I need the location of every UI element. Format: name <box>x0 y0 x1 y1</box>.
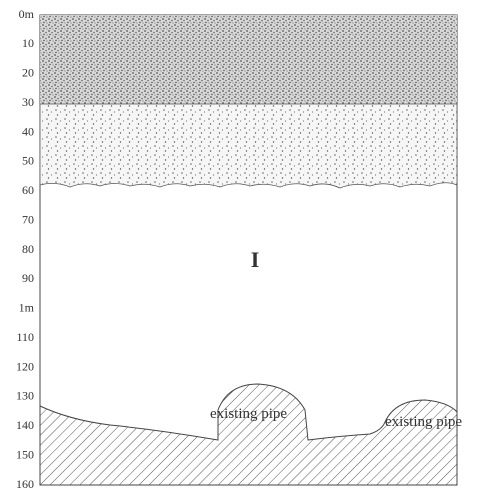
sand-layer <box>39 103 458 189</box>
depth-label: 60 <box>22 183 34 197</box>
depth-label: 0m <box>19 7 35 21</box>
depth-label: 110 <box>16 330 34 344</box>
depth-label: 40 <box>22 124 34 138</box>
annotation: existing pipe <box>210 406 287 422</box>
depth-label: 50 <box>22 154 34 168</box>
depth-label: 130 <box>16 389 34 403</box>
depth-label: 80 <box>22 242 34 256</box>
depth-label: 150 <box>16 447 34 461</box>
depth-label: 120 <box>16 359 34 373</box>
zone-label: I <box>251 247 260 272</box>
depth-label: 90 <box>22 271 34 285</box>
dense-soil-layer <box>40 15 457 104</box>
depth-label: 160 <box>16 477 34 489</box>
depth-label: 140 <box>16 418 34 432</box>
depth-label: 10 <box>22 36 34 50</box>
depth-label: 30 <box>22 95 34 109</box>
depth-label: 70 <box>22 212 34 226</box>
bedrock-layer <box>39 383 458 486</box>
annotation: existing pipe <box>385 414 462 430</box>
depth-label: 20 <box>22 66 34 80</box>
depth-label: 1m <box>19 301 35 315</box>
